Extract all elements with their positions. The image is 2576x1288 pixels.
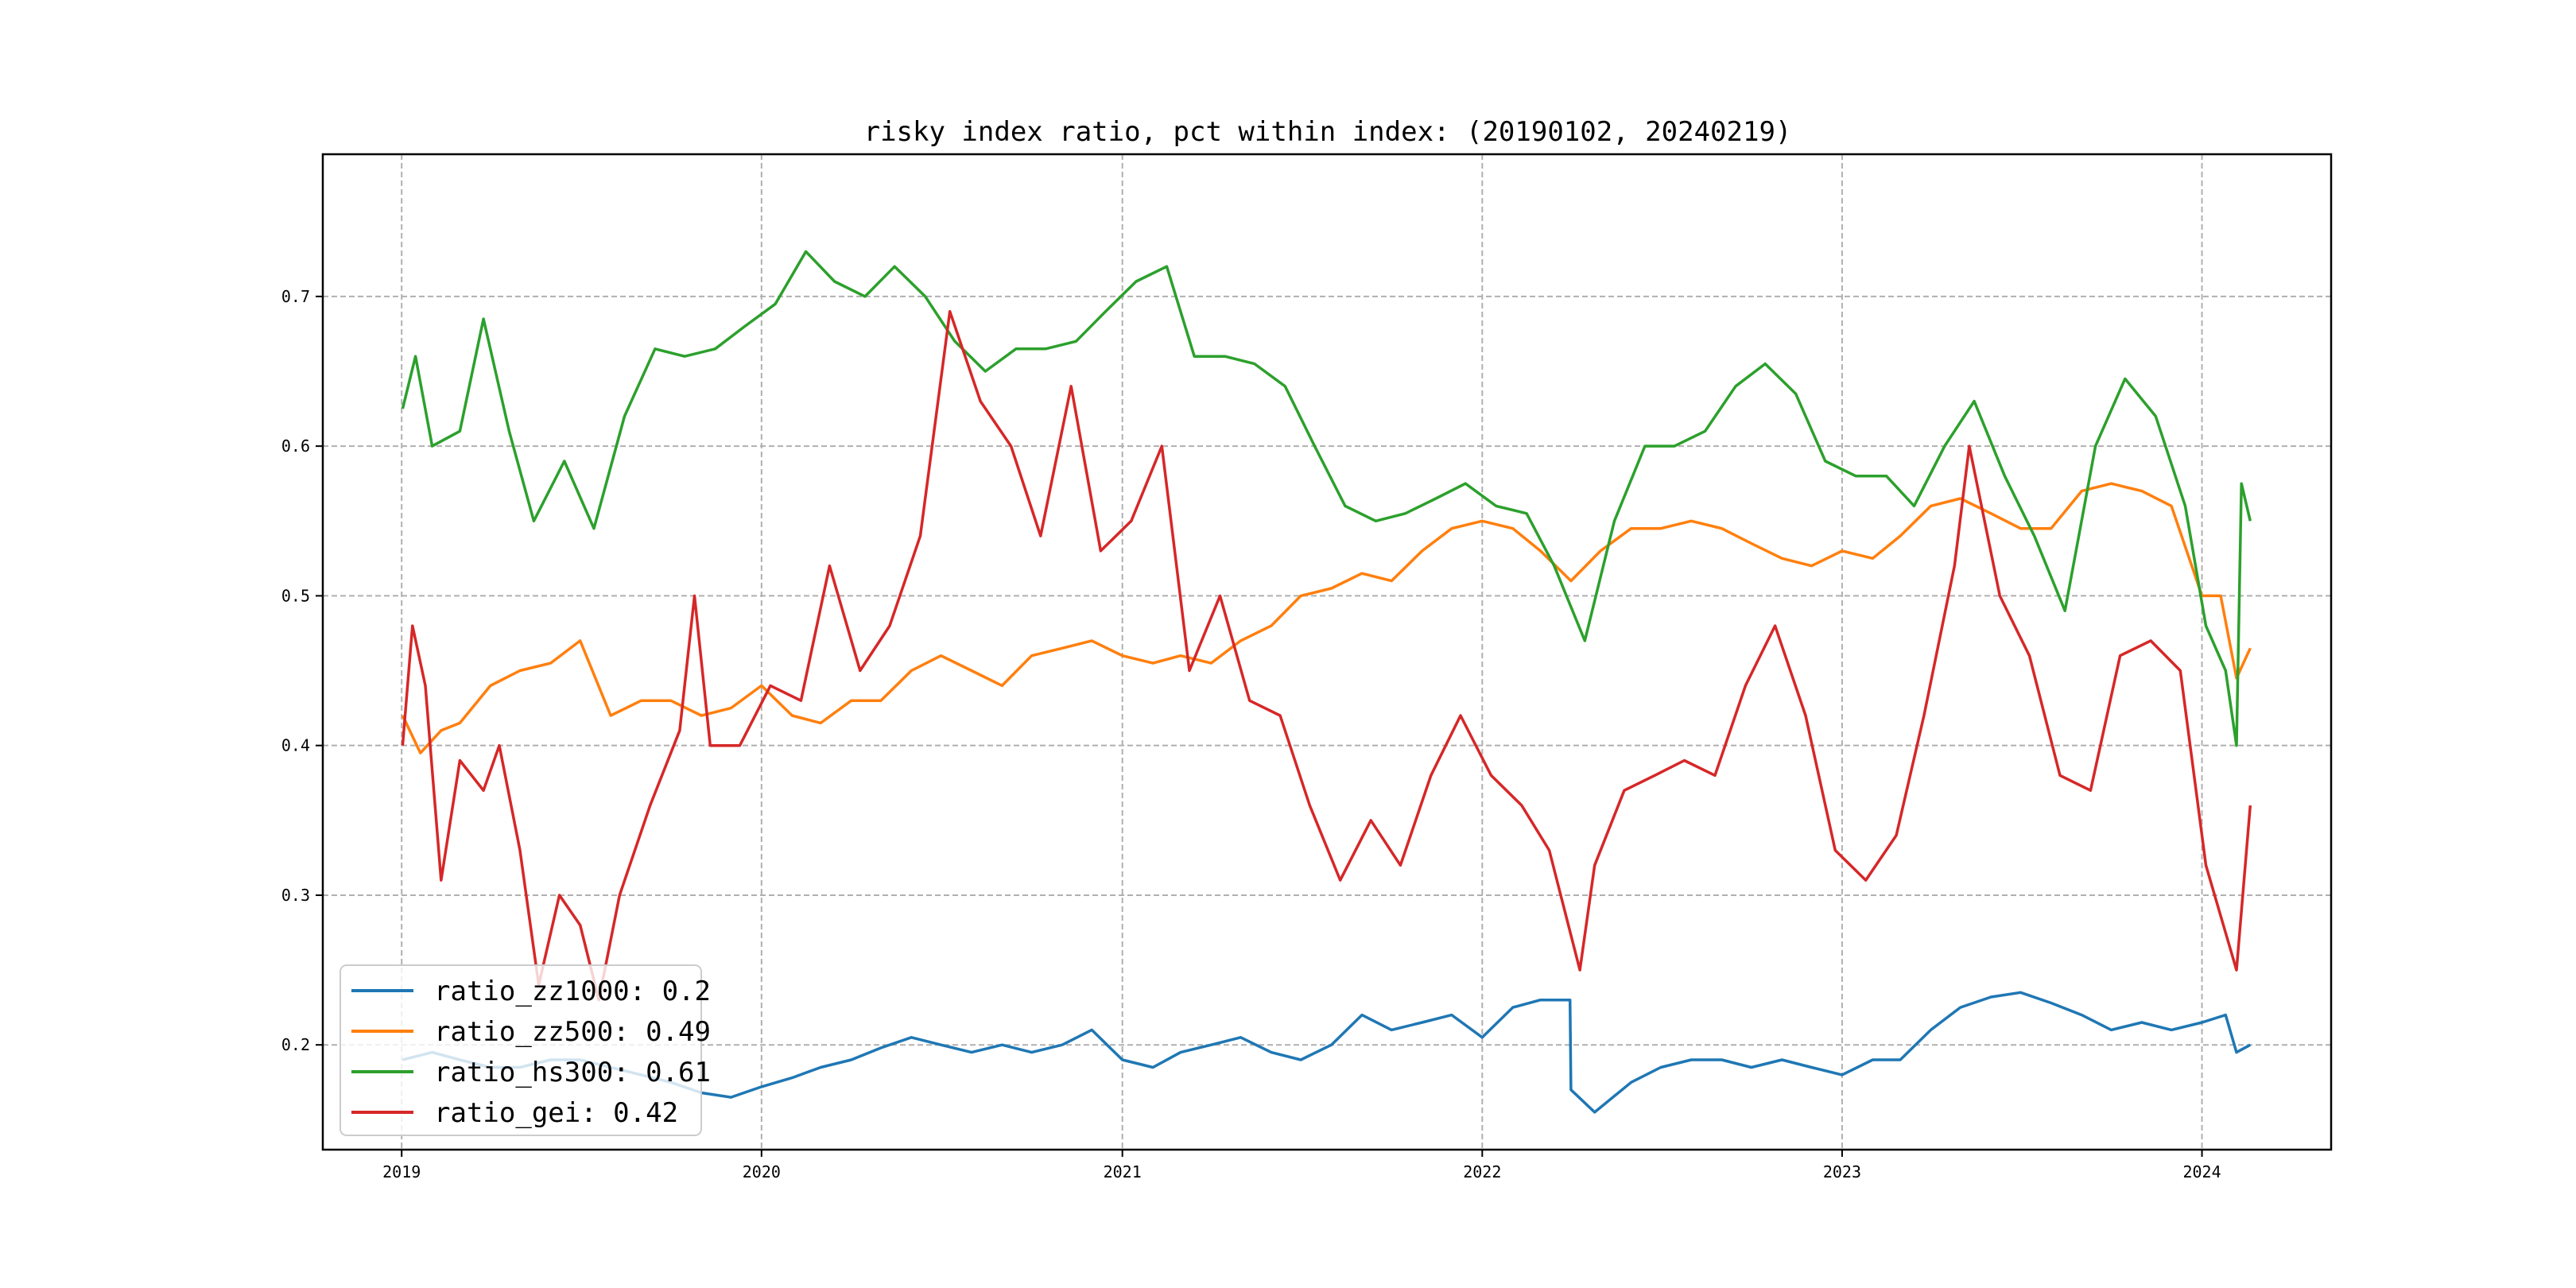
y-tick-label: 0.4	[281, 736, 310, 755]
legend-label-0: ratio_zz1000: 0.2	[434, 976, 711, 1007]
x-tick-label: 2020	[743, 1162, 781, 1181]
y-tick-label: 0.7	[281, 287, 310, 306]
y-tick-label: 0.6	[281, 436, 310, 456]
y-tick-label: 0.5	[281, 586, 310, 605]
x-tick-label: 2024	[2182, 1162, 2221, 1181]
plot-frame	[321, 153, 2333, 1151]
x-tick-label: 2019	[382, 1162, 421, 1181]
legend-box	[339, 964, 702, 1136]
x-tick-label: 2022	[1463, 1162, 1501, 1181]
legend-label-3: ratio_gei: 0.42	[434, 1097, 678, 1129]
chart-title: risky index ratio, pct within index: (20…	[864, 116, 1792, 148]
series-line-0	[402, 991, 2252, 1114]
legend-label-2: ratio_hs300: 0.61	[434, 1057, 711, 1088]
series-lines	[401, 250, 2252, 1114]
series-line-3	[401, 309, 2252, 1002]
legend: ratio_zz1000: 0.2 ratio_zz500: 0.49 ratio_…	[339, 964, 711, 1136]
x-tick-label: 2023	[1823, 1162, 1861, 1181]
series-line-2	[401, 250, 2252, 747]
y-tick-label: 0.2	[281, 1035, 310, 1054]
legend-label-1: ratio_zz500: 0.49	[434, 1016, 711, 1048]
y-tick-label: 0.3	[281, 886, 310, 905]
axis-ticks: 2019 2020 2021 2022 2023 2024 0.2 0.3 0.4 0.5 0.6 0…	[281, 287, 2221, 1181]
x-tick-label: 2021	[1104, 1162, 1142, 1181]
series-line-1	[401, 482, 2252, 755]
